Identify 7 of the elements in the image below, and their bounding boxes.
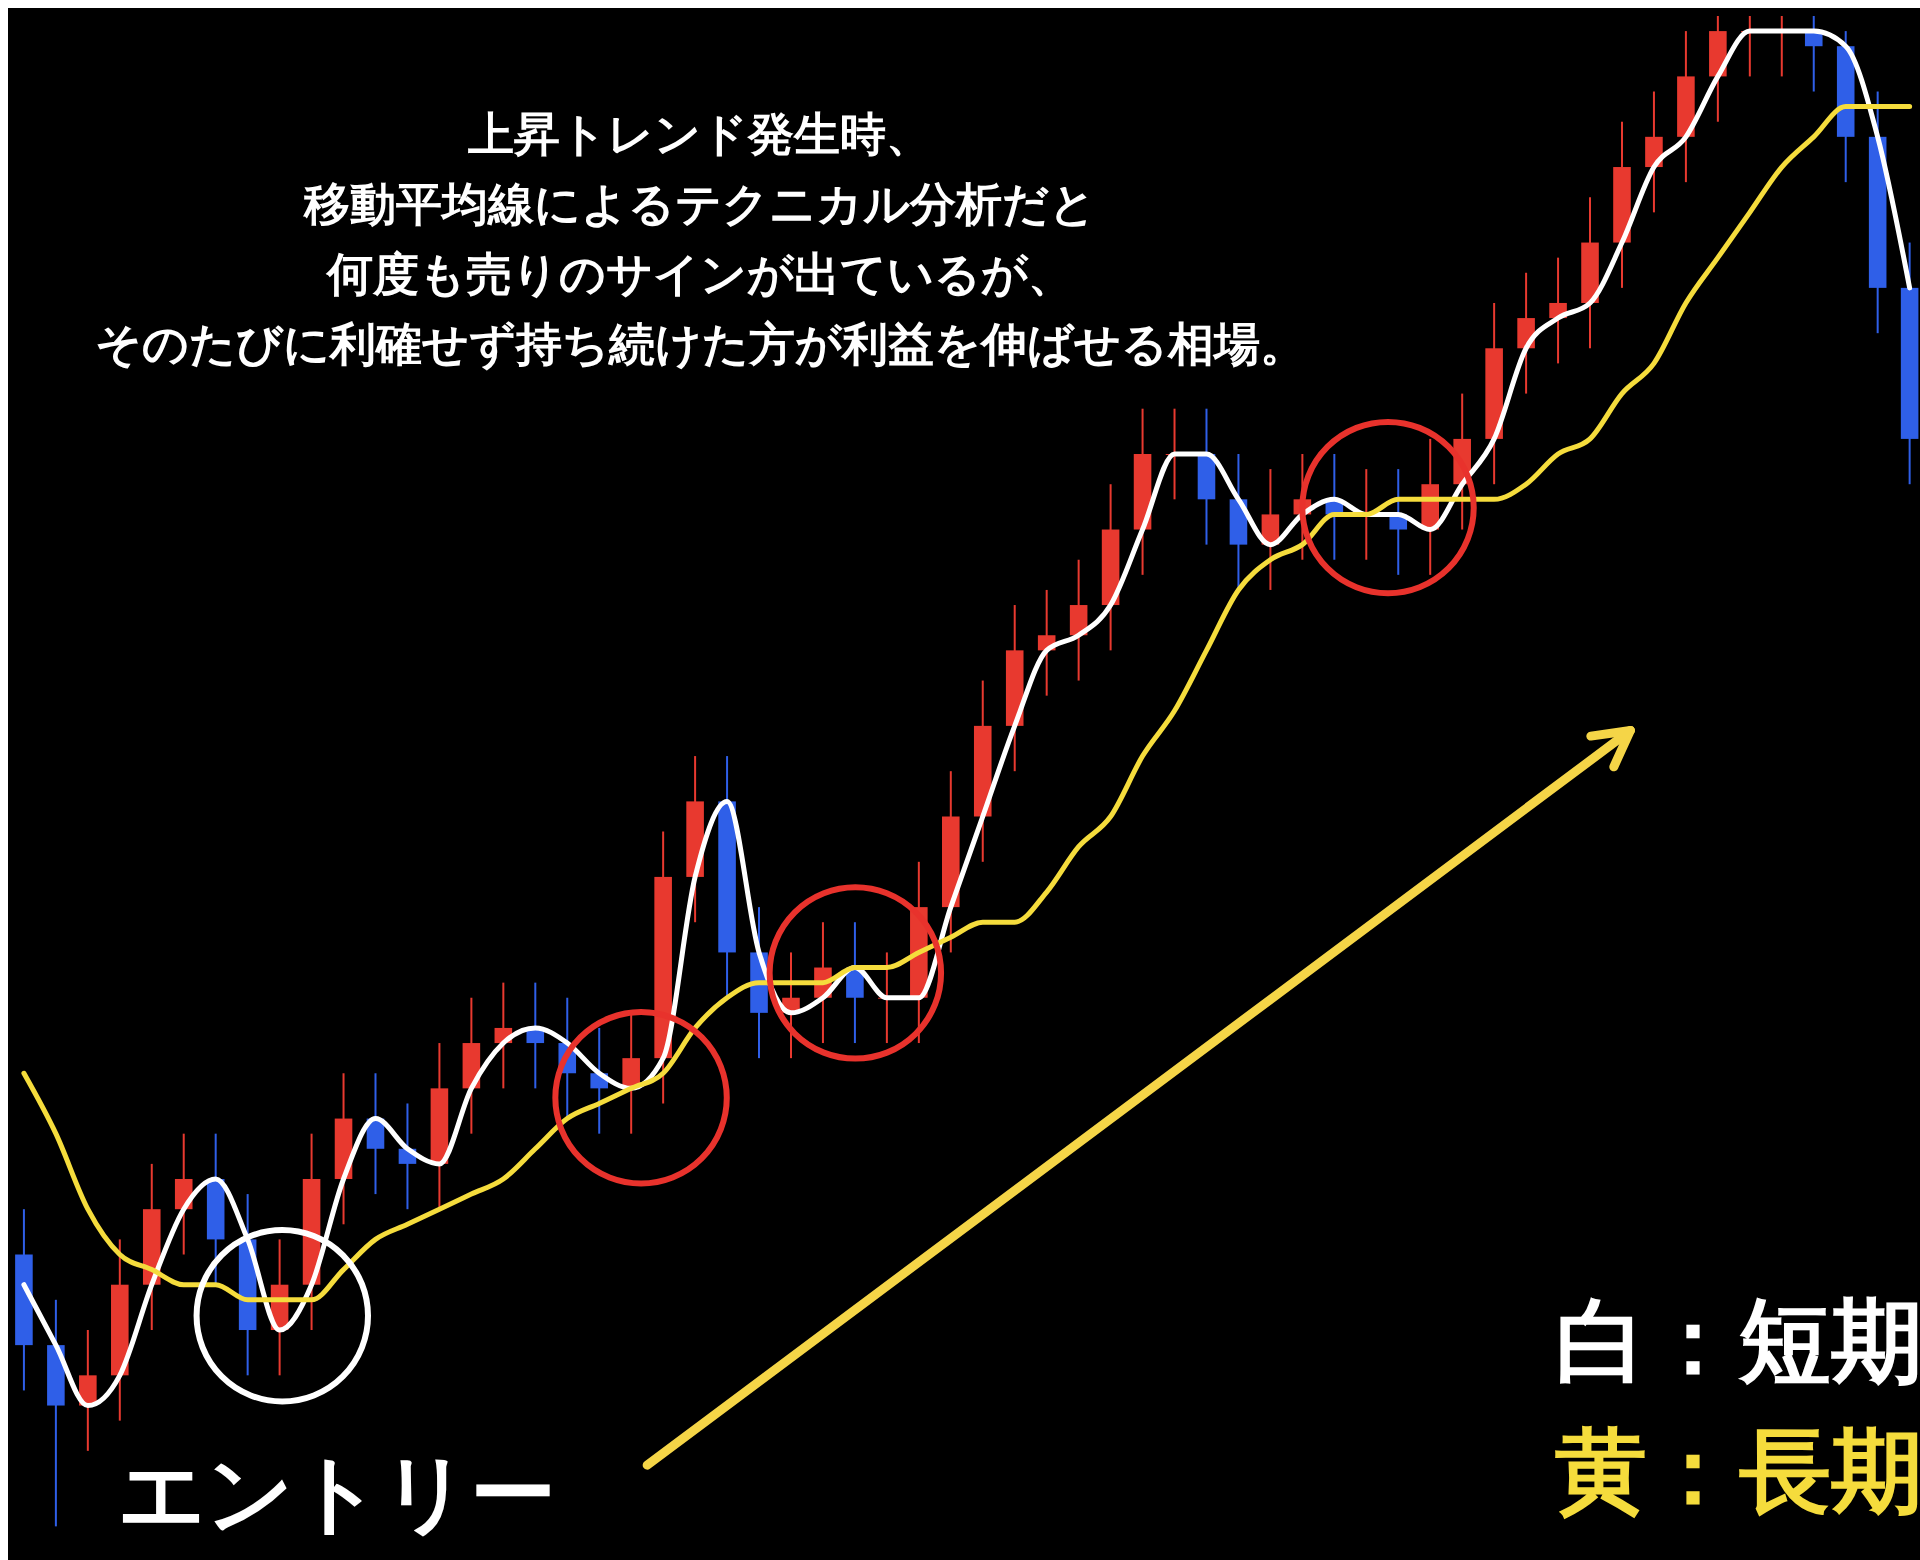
text: 上昇トレンド発生時、 bbox=[468, 107, 932, 161]
annotation: エントリー bbox=[118, 1443, 556, 1543]
annotation: 何度も売りのサインが出ているが、 bbox=[324, 247, 1074, 301]
annotation: そのたびに利確せず持ち続けた方が利益を伸ばせる相場。 bbox=[94, 317, 1306, 371]
text: 黄：長期 bbox=[1555, 1418, 1920, 1525]
text: 白：短期 bbox=[1555, 1288, 1920, 1395]
annotation: 移動平均線によるテクニカル分析だと bbox=[303, 177, 1096, 231]
